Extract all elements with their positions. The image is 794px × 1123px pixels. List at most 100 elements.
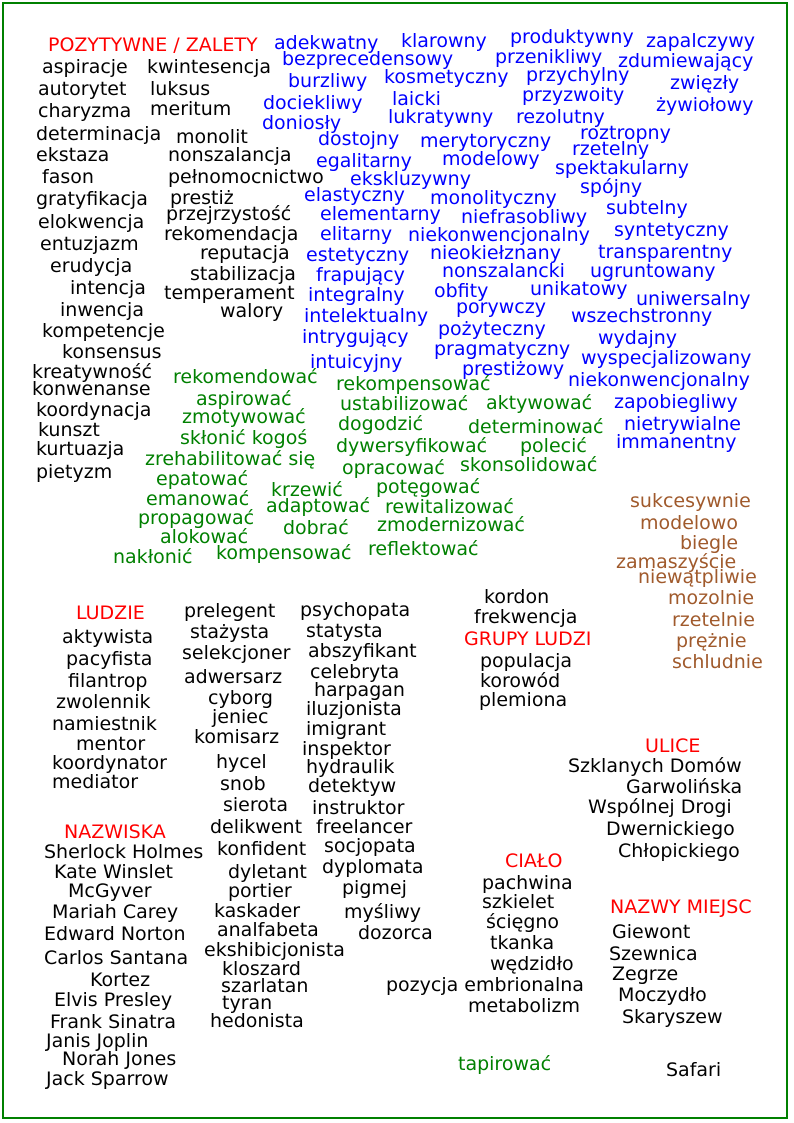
verb: nakłonić [113, 546, 193, 568]
adjective: kosmetyczny [384, 66, 509, 88]
adjective: pragmatyczny [434, 338, 571, 360]
noun: meritum [150, 98, 232, 120]
person: konfident [217, 838, 307, 860]
adverb: schludnie [672, 651, 763, 673]
adjective: burzliwy [288, 70, 368, 92]
verb: potęgować [376, 476, 481, 498]
person: hycel [216, 751, 267, 773]
verb: dobrać [283, 517, 349, 539]
verb: propagować [138, 507, 255, 529]
adjective: merytoryczny [420, 130, 552, 152]
verb: krzewić [271, 479, 343, 501]
place: Safari [666, 1059, 722, 1081]
person: harpagan [314, 679, 405, 701]
section-heading: GRUPY LUDZI [464, 628, 592, 650]
verb: rewitalizować [385, 496, 514, 518]
verb: determinować [468, 416, 604, 438]
noun: konwenanse [32, 378, 151, 400]
person: delikwent [210, 816, 303, 838]
noun: erudycja [50, 255, 133, 277]
surname: Edward Norton [44, 923, 186, 945]
adjective: wszechstronny [571, 305, 713, 327]
group: korowód [480, 670, 561, 692]
adjective: nonszalancki [442, 260, 565, 282]
surname: Norah Jones [62, 1048, 177, 1070]
person: komisarz [194, 726, 280, 748]
noun: kunszt [38, 419, 100, 441]
street: Garwolińska [626, 776, 743, 798]
adverb: rzetelnie [672, 609, 755, 631]
person: tyran [222, 992, 273, 1014]
place: Skaryszew [622, 1006, 723, 1028]
adjective: dociekliwy [263, 92, 363, 114]
body-part: tkanka [490, 932, 555, 954]
adjective: estetyczny [306, 244, 410, 266]
noun: charyzma [38, 100, 132, 122]
adjective: bezprecedensowy [282, 48, 454, 70]
surname: Kortez [90, 969, 151, 991]
person: detektyw [308, 775, 397, 797]
person: kaskader [214, 900, 301, 922]
noun: entuzjazm [40, 233, 139, 255]
verb: tapirować [458, 1053, 552, 1075]
adjective: przenikliwy [495, 46, 603, 68]
noun: reputacja [200, 242, 290, 264]
noun: aspiracje [42, 56, 128, 78]
person: ekshibicjonista [204, 939, 345, 961]
person: pacyfista [66, 648, 153, 670]
noun: kwintesencja [147, 56, 272, 78]
surname: McGyver [68, 880, 152, 902]
adjective: adekwatny [274, 32, 379, 54]
person: celebryta [310, 661, 400, 683]
section-heading: NAZWISKA [64, 821, 166, 843]
place: Giewont [612, 921, 691, 943]
section-heading: ULICE [645, 735, 701, 757]
person: myśliwy [344, 901, 421, 923]
person: freelancer [316, 816, 413, 838]
adverb: modelowo [640, 512, 738, 534]
person: filantrop [68, 670, 148, 692]
person: portier [228, 880, 292, 902]
noun: nonszalancja [168, 144, 292, 166]
noun: kompetencje [42, 320, 165, 342]
adjective: obfity [434, 280, 489, 302]
person: prelegent [184, 600, 276, 622]
adjective: intuicyjny [310, 351, 403, 373]
body-part: pozycja embrionalna [386, 974, 584, 996]
person: hedonista [210, 1010, 304, 1032]
person: koordynator [52, 752, 167, 774]
adjective: uniwersalny [636, 288, 751, 310]
person: dozorca [358, 922, 433, 944]
noun: fason [42, 166, 94, 188]
verb: zmotywować [182, 406, 306, 428]
verb: adaptować [266, 495, 371, 517]
street: Szklanych Domów [568, 755, 742, 777]
group: populacja [480, 650, 573, 672]
noun: koordynacja [36, 399, 152, 421]
adjective: doniosły [262, 112, 342, 134]
adjective: zwięzły [670, 72, 740, 94]
verb: rekomendować [173, 366, 318, 388]
noun: gratyfikacja [36, 188, 148, 210]
person: socjopata [324, 835, 416, 857]
adjective: spektakularny [555, 157, 689, 179]
adverb: prężnie [676, 630, 747, 652]
noun: monolit [176, 126, 248, 148]
adjective: transparentny [598, 241, 733, 263]
adjective: subtelny [606, 197, 688, 219]
person: selekcjoner [182, 642, 291, 664]
verb: dogodzić [338, 413, 424, 435]
body-part: szkielet [482, 891, 555, 913]
person: zwolennik [56, 691, 151, 713]
adjective: przychylny [526, 64, 630, 86]
person: mediator [52, 771, 139, 793]
section-heading: POZYTYWNE / ZALETY [48, 34, 258, 56]
verb: zrehabilitować się [145, 448, 316, 470]
noun: przejrzystość [166, 203, 292, 225]
noun: determinacja [36, 123, 162, 145]
person: iluzjonista [306, 698, 402, 720]
noun: kreatywność [32, 361, 152, 383]
adjective: niefrasobliwy [461, 206, 588, 228]
adjective: spójny [580, 176, 643, 198]
